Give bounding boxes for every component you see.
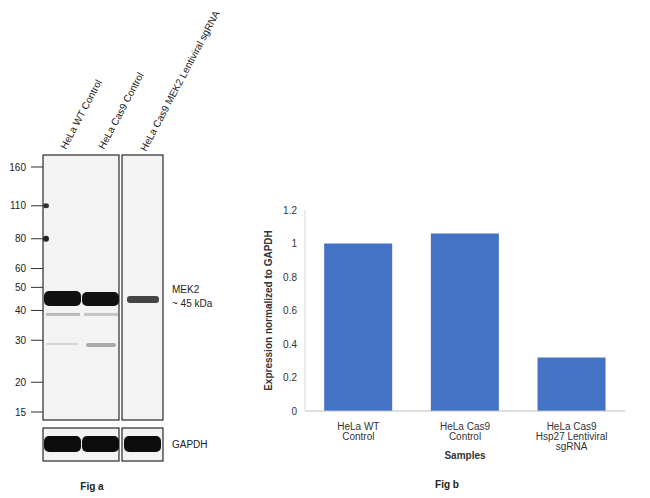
- svg-text:1.2: 1.2: [283, 205, 297, 216]
- html-text:Fig b: Fig b: [435, 479, 459, 490]
- svg-text:0.6: 0.6: [283, 305, 297, 316]
- svg-text:HeLa Cas9 Control: HeLa Cas9 Control: [96, 71, 146, 151]
- svg-text:HeLa WTControl: HeLa WTControl: [337, 421, 379, 442]
- svg-text:HeLa Cas9 MEK2 Lentiviral sgRN: HeLa Cas9 MEK2 Lentiviral sgRNA: [138, 9, 222, 153]
- svg-text:0: 0: [291, 406, 297, 417]
- svg-text:50: 50: [15, 282, 27, 293]
- svg-text:30: 30: [15, 335, 27, 346]
- svg-text:0.2: 0.2: [283, 372, 297, 383]
- svg-text:Fig a: Fig a: [80, 481, 104, 492]
- svg-text:Samples: Samples: [444, 450, 486, 461]
- svg-text:GAPDH: GAPDH: [172, 439, 208, 450]
- svg-text:HeLa Cas9Control: HeLa Cas9Control: [440, 421, 490, 442]
- svg-text:~ 45 kDa: ~ 45 kDa: [172, 298, 213, 309]
- svg-text:20: 20: [15, 377, 27, 388]
- svg-text:HeLa Cas9Hsp27 LentiviralsgRNA: HeLa Cas9Hsp27 LentiviralsgRNA: [536, 421, 608, 452]
- svg-text:1: 1: [291, 238, 297, 249]
- svg-text:HeLa WT Control: HeLa WT Control: [58, 78, 104, 151]
- svg-text:0.4: 0.4: [283, 339, 297, 350]
- svg-text:60: 60: [15, 263, 27, 274]
- svg-text:0.8: 0.8: [283, 272, 297, 283]
- svg-text:110: 110: [10, 200, 26, 211]
- svg-text:15: 15: [15, 407, 27, 418]
- svg-text:MEK2: MEK2: [172, 284, 200, 295]
- svg-text:Expression normalized to GAPDH: Expression normalized to GAPDH: [263, 230, 274, 391]
- svg-text:80: 80: [15, 233, 27, 244]
- svg-text:160: 160: [9, 162, 26, 173]
- svg-text:40: 40: [15, 305, 27, 316]
